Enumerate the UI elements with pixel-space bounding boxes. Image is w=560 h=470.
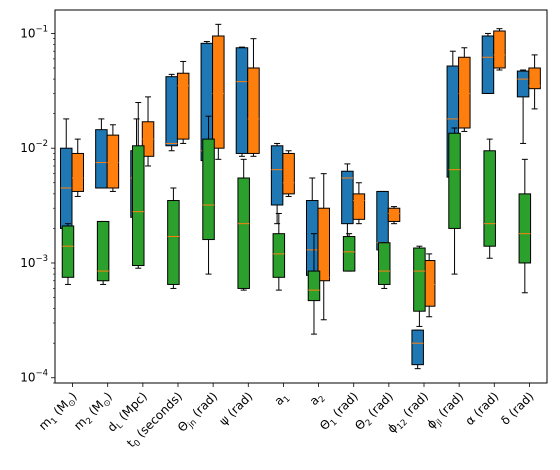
box-rect <box>167 200 180 285</box>
box-rect <box>448 132 461 229</box>
box <box>307 233 321 335</box>
box <box>516 69 530 144</box>
x-tick-label: ϕjl (rad) <box>424 389 468 433</box>
box <box>237 158 250 291</box>
box <box>413 245 426 327</box>
box <box>518 158 532 294</box>
y-tick-label: 10−1 <box>20 24 48 40</box>
box <box>305 177 319 280</box>
box-rect <box>71 152 84 192</box>
box <box>61 223 75 285</box>
box <box>270 142 284 225</box>
box <box>141 96 155 167</box>
box <box>317 173 330 321</box>
plot-frame <box>54 9 548 384</box>
box-rect <box>352 193 366 220</box>
box <box>59 118 73 229</box>
box <box>106 124 120 192</box>
box-rect <box>378 242 391 285</box>
y-axis: 10−4 10−3 10−2 10−1 <box>20 24 55 385</box>
box <box>96 220 110 285</box>
box-rect <box>272 233 286 278</box>
box <box>247 38 260 157</box>
box <box>165 73 178 152</box>
box <box>95 118 108 189</box>
x-tick-label: α (rad) <box>463 389 502 428</box>
box-rect <box>483 150 496 247</box>
box <box>448 127 461 275</box>
y-tick-label: 10−4 <box>20 369 48 385</box>
box-rect <box>413 247 426 312</box>
box-rect <box>282 152 295 195</box>
series-2 <box>71 23 541 321</box>
box <box>167 187 180 289</box>
box-rect <box>341 170 354 225</box>
box <box>212 23 225 160</box>
box-rect <box>202 138 215 241</box>
box <box>71 138 84 197</box>
box <box>272 212 286 291</box>
box <box>493 28 506 71</box>
box-groups <box>59 23 541 370</box>
box-rect <box>95 129 108 189</box>
box-rect <box>165 76 178 147</box>
box-rect <box>458 56 471 129</box>
box <box>132 102 145 269</box>
y-tick-label: 10−2 <box>20 139 48 155</box>
box-rect <box>411 329 424 366</box>
box-rect <box>317 207 330 282</box>
x-tick-label: ψ (rad) <box>217 389 256 428</box>
box <box>378 242 391 289</box>
box-rect <box>528 67 541 90</box>
box-rect <box>235 47 249 154</box>
box-rect <box>305 200 319 276</box>
box <box>202 115 215 275</box>
box <box>282 150 295 197</box>
x-tick-label: a2 <box>307 389 328 410</box>
box-rect <box>516 70 530 98</box>
series-3 <box>61 102 532 335</box>
box <box>176 60 190 144</box>
y-tick-label: 10−3 <box>20 254 48 270</box>
box <box>411 329 424 370</box>
x-axis: m1 (M⊙)m2 (M⊙)dL (Mpc)t0 (seconds)Θjn (r… <box>36 383 537 450</box>
box-rect <box>376 190 389 251</box>
box-rect <box>518 193 532 264</box>
x-tick-label: δ (rad) <box>498 389 536 427</box>
box-rect <box>270 145 284 206</box>
box-rect <box>176 72 190 140</box>
box <box>481 32 495 94</box>
box-rect <box>387 207 401 222</box>
box-rect <box>106 134 120 189</box>
box <box>387 206 401 225</box>
box <box>352 182 366 225</box>
box <box>528 54 541 110</box>
box-rect <box>493 30 506 69</box>
box <box>235 46 249 157</box>
series-1 <box>59 32 530 370</box>
box <box>342 233 356 272</box>
box-rect <box>132 145 145 267</box>
box <box>458 47 471 132</box>
box-rect <box>342 236 356 272</box>
box-rect <box>61 225 75 278</box>
x-tick-label: a1 <box>272 389 293 410</box>
box-rect <box>96 220 110 282</box>
box-rect <box>247 67 260 154</box>
box <box>483 138 496 259</box>
box-rect <box>212 35 225 149</box>
box-rect <box>237 177 250 289</box>
box-rect <box>307 270 321 302</box>
box-rect <box>481 35 495 94</box>
